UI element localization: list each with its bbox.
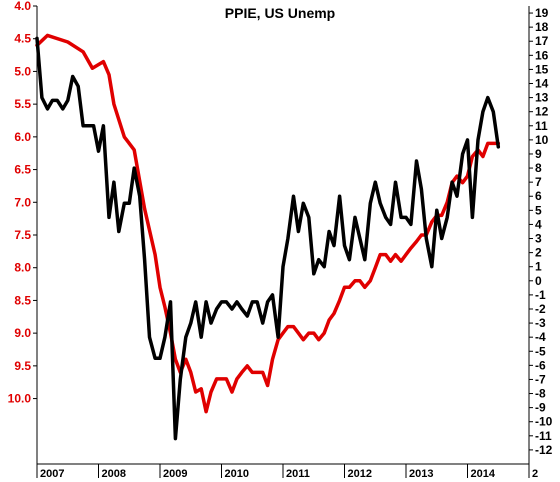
x-tick-label: 2012 bbox=[348, 468, 372, 480]
left-tick-label: 7.5 bbox=[14, 228, 31, 242]
right-tick-label: 5 bbox=[535, 203, 542, 217]
right-tick-label: -10 bbox=[535, 415, 553, 429]
right-tick-label: -11 bbox=[535, 429, 552, 443]
right-tick-label: 14 bbox=[535, 77, 549, 91]
right-tick-label: -3 bbox=[535, 316, 546, 330]
right-tick-label: 19 bbox=[535, 6, 549, 20]
right-tick-label: 15 bbox=[535, 62, 549, 76]
right-tick-label: 4 bbox=[535, 217, 542, 231]
left-tick-label: 9.0 bbox=[14, 326, 31, 340]
right-tick-label: 13 bbox=[535, 91, 549, 105]
left-axis: 4.0 4.5 5.0 5.5 6.0 6.5 7.0 7.5 8.0 8.5 9.0 9.5 10.0 bbox=[8, 0, 38, 464]
x-tick-label: 2009 bbox=[163, 468, 187, 480]
unemp-series-line bbox=[35, 33, 501, 414]
left-tick-label: 4.5 bbox=[14, 32, 31, 46]
right-tick-label: -7 bbox=[535, 372, 546, 386]
series-layer bbox=[35, 33, 501, 441]
right-tick-label: 7 bbox=[535, 175, 542, 189]
right-tick-label: -12 bbox=[535, 443, 553, 457]
right-tick-label: 9 bbox=[535, 147, 542, 161]
right-tick-label: -8 bbox=[535, 387, 546, 401]
right-tick-label: 2 bbox=[535, 246, 542, 260]
left-tick-label: 5.0 bbox=[14, 64, 31, 78]
right-tick-label: -2 bbox=[535, 302, 546, 316]
x-axis: 2007 2008 2009 2010 2011 2012 2013 2014 2 bbox=[36, 463, 538, 480]
x-tick-label: 2008 bbox=[102, 468, 126, 480]
chart-title: PPIE, US Unemp bbox=[225, 5, 335, 21]
x-tick-label: 2 bbox=[532, 468, 538, 480]
ppie-series-line bbox=[35, 36, 501, 441]
x-tick-label: 2014 bbox=[471, 468, 496, 480]
left-tick-label: 8.5 bbox=[14, 293, 31, 307]
x-tick-label: 2013 bbox=[409, 468, 433, 480]
right-tick-label: 11 bbox=[535, 119, 548, 133]
right-tick-label: -4 bbox=[535, 330, 546, 344]
right-tick-label: -6 bbox=[535, 358, 546, 372]
left-tick-label: 9.5 bbox=[14, 359, 31, 373]
left-tick-label: 7.0 bbox=[14, 195, 31, 209]
right-tick-label: -1 bbox=[535, 288, 546, 302]
right-tick-label: 8 bbox=[535, 161, 542, 175]
left-tick-label: 4.0 bbox=[14, 0, 31, 13]
left-tick-label: 8.0 bbox=[14, 261, 31, 275]
right-tick-label: 17 bbox=[535, 34, 549, 48]
left-tick-label: 5.5 bbox=[14, 97, 31, 111]
right-tick-label: 16 bbox=[535, 48, 549, 62]
right-tick-label: 6 bbox=[535, 189, 542, 203]
left-tick-label: 6.5 bbox=[14, 163, 31, 177]
x-tick-label: 2010 bbox=[225, 468, 249, 480]
right-axis: 191817161514131211109876543210-1-2-3-4-5… bbox=[528, 6, 553, 464]
right-tick-label: 3 bbox=[535, 232, 542, 246]
right-tick-label: -9 bbox=[535, 401, 546, 415]
right-tick-label: 10 bbox=[535, 133, 549, 147]
left-tick-label: 6.0 bbox=[14, 130, 31, 144]
right-tick-label: 12 bbox=[535, 105, 549, 119]
x-tick-label: 2011 bbox=[286, 468, 310, 480]
right-tick-label: 18 bbox=[535, 20, 549, 34]
right-tick-label: 0 bbox=[535, 274, 542, 288]
x-tick-label: 2007 bbox=[40, 468, 64, 480]
right-tick-label: -5 bbox=[535, 344, 546, 358]
right-tick-label: 1 bbox=[535, 260, 542, 274]
left-tick-label: 10.0 bbox=[8, 392, 32, 406]
